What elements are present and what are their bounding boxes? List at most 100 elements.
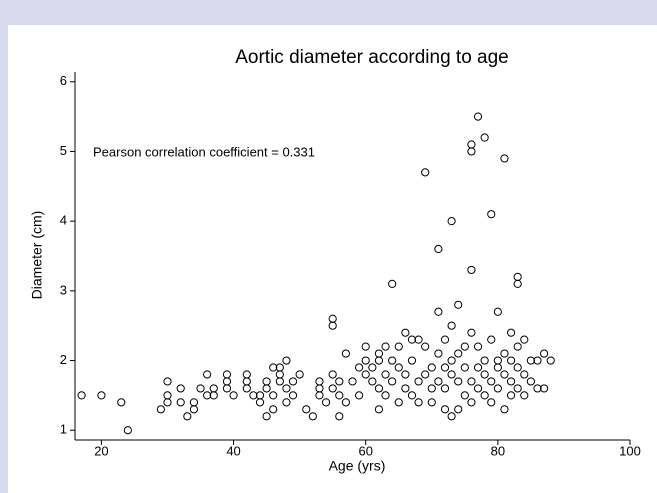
point	[308, 412, 317, 421]
y-tick-label: 6	[60, 73, 67, 88]
point	[374, 384, 384, 393]
point	[176, 398, 185, 407]
point	[374, 349, 384, 358]
point	[341, 398, 350, 407]
point	[388, 356, 397, 365]
point	[123, 426, 132, 435]
point	[355, 363, 364, 372]
point	[454, 349, 463, 358]
point	[513, 384, 522, 393]
point	[222, 377, 232, 386]
point	[341, 349, 350, 358]
point	[454, 405, 463, 414]
point	[209, 384, 218, 393]
point	[196, 384, 205, 393]
point	[361, 370, 370, 379]
point	[401, 370, 410, 379]
point	[440, 405, 450, 414]
point	[500, 349, 509, 358]
point	[414, 377, 423, 386]
x-axis-label: Age (yrs)	[329, 458, 386, 474]
point	[526, 356, 535, 365]
point	[328, 384, 337, 393]
point	[493, 307, 502, 316]
point	[421, 168, 430, 177]
chart-title: Aortic diameter according to age	[235, 47, 509, 68]
point	[487, 335, 496, 344]
point	[427, 384, 436, 393]
point	[163, 391, 172, 400]
point	[427, 398, 436, 407]
point	[454, 300, 463, 309]
plot-background	[8, 25, 657, 493]
point	[473, 342, 483, 351]
x-tick-label: 100	[619, 443, 641, 458]
point	[520, 391, 529, 400]
point	[440, 384, 450, 393]
y-tick-label: 2	[60, 352, 67, 367]
point	[460, 342, 469, 351]
point	[480, 356, 489, 365]
point	[480, 391, 489, 400]
point	[262, 377, 271, 386]
point	[407, 391, 417, 400]
point	[295, 370, 304, 379]
point	[394, 363, 403, 372]
point	[388, 377, 397, 386]
point	[361, 356, 370, 365]
point	[427, 363, 436, 372]
x-tick-label: 60	[358, 443, 372, 458]
point	[374, 405, 384, 414]
point	[447, 217, 456, 226]
point	[480, 133, 489, 142]
point	[288, 377, 298, 386]
point	[493, 363, 502, 372]
point	[381, 370, 390, 379]
point	[176, 384, 185, 393]
point	[440, 335, 450, 344]
annotation: Pearson correlation coefficient = 0.331	[93, 144, 315, 159]
point	[414, 398, 423, 407]
point	[414, 335, 423, 344]
point	[407, 335, 417, 344]
point	[156, 405, 165, 414]
point	[381, 391, 390, 400]
point	[328, 314, 337, 323]
point	[394, 342, 403, 351]
point	[520, 370, 529, 379]
point	[533, 384, 542, 393]
point	[189, 398, 199, 407]
x-tick-label: 40	[226, 443, 240, 458]
point	[401, 384, 410, 393]
point	[97, 391, 106, 400]
point	[394, 398, 403, 407]
point	[335, 391, 344, 400]
point	[163, 377, 172, 386]
point	[269, 391, 278, 400]
point	[513, 342, 522, 351]
point	[447, 370, 456, 379]
point	[183, 412, 192, 421]
point	[526, 377, 535, 386]
point	[540, 384, 549, 393]
point	[434, 307, 443, 316]
point	[467, 377, 476, 386]
point	[506, 377, 516, 386]
point	[381, 342, 390, 351]
point	[348, 377, 357, 386]
point	[335, 412, 344, 421]
point	[434, 349, 443, 358]
point	[368, 363, 377, 372]
x-tick-label: 20	[94, 443, 108, 458]
point	[454, 377, 463, 386]
point	[487, 377, 496, 386]
point	[467, 147, 476, 156]
point	[269, 363, 278, 372]
point	[434, 244, 443, 254]
point	[520, 335, 529, 344]
point	[540, 349, 549, 358]
point	[255, 398, 265, 407]
point	[447, 321, 456, 330]
point	[242, 377, 251, 386]
